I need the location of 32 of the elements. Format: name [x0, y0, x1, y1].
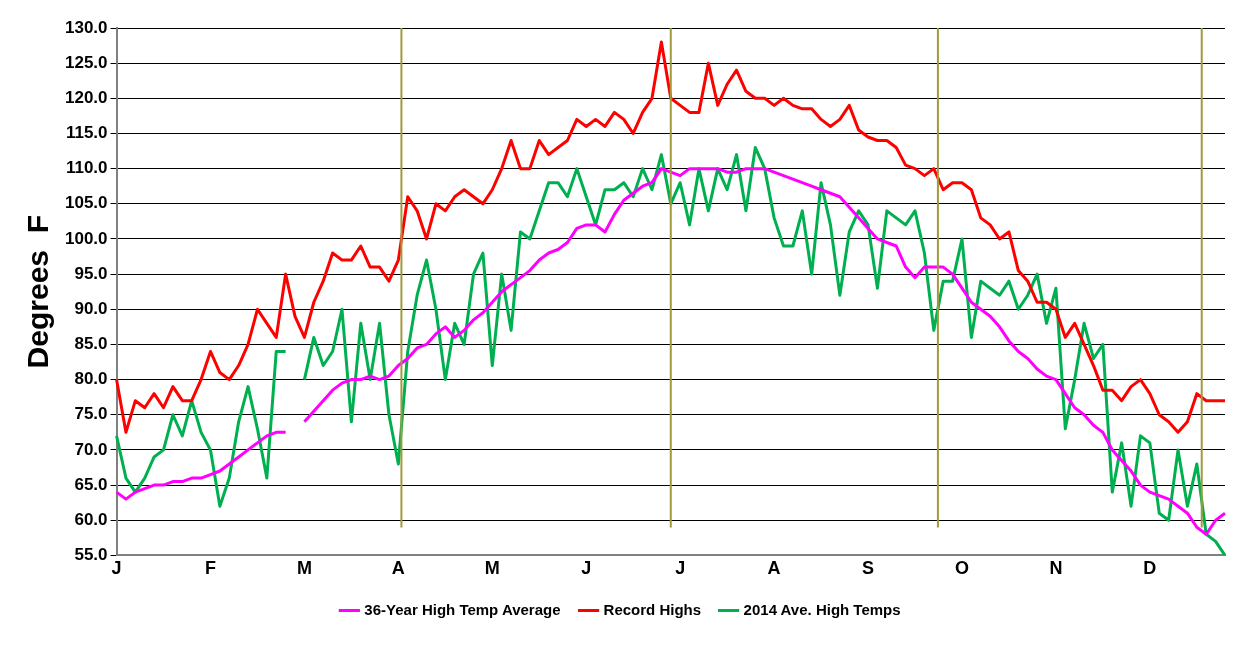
y-tick-label: 100.0 [64, 228, 108, 248]
y-tick-label: 80.0 [74, 369, 108, 389]
y-tick-label: 105.0 [64, 193, 108, 213]
legend-label: 36-Year High Temp Average [364, 600, 561, 618]
y-tick-label: 85.0 [74, 334, 108, 354]
x-tick-label: J [581, 558, 592, 579]
y-tick-label: 65.0 [74, 474, 108, 494]
x-tick-label: F [204, 558, 216, 579]
y-tick-label: 60.0 [74, 509, 108, 529]
y-tick-label: 120.0 [64, 88, 108, 108]
legend-label: Record Highs [603, 600, 702, 618]
x-tick-label: J [675, 558, 686, 579]
y-tick-label: 55.0 [74, 545, 108, 565]
y-axis-title: Degrees F [21, 215, 55, 369]
x-tick-label: N [1049, 558, 1063, 579]
x-tick-label: O [954, 558, 969, 579]
x-tick-label: J [111, 558, 122, 579]
y-tick-label: 75.0 [74, 404, 108, 424]
legend-label: 2014 Ave. High Temps [743, 600, 901, 618]
y-tick-label: 90.0 [74, 298, 108, 318]
y-tick-label: 125.0 [64, 52, 108, 72]
y-tick-label: 130.0 [64, 17, 108, 37]
y-tick-label: 70.0 [74, 439, 108, 459]
x-tick-label: M [484, 558, 500, 579]
x-tick-label: S [862, 558, 875, 579]
x-tick-label: A [391, 558, 405, 579]
y-tick-label: 95.0 [74, 263, 108, 283]
x-tick-label: A [767, 558, 781, 579]
x-tick-label: D [1143, 558, 1157, 579]
y-tick-label: 115.0 [65, 123, 108, 143]
x-tick-label: M [296, 558, 312, 579]
y-tick-label: 110.0 [65, 158, 108, 178]
